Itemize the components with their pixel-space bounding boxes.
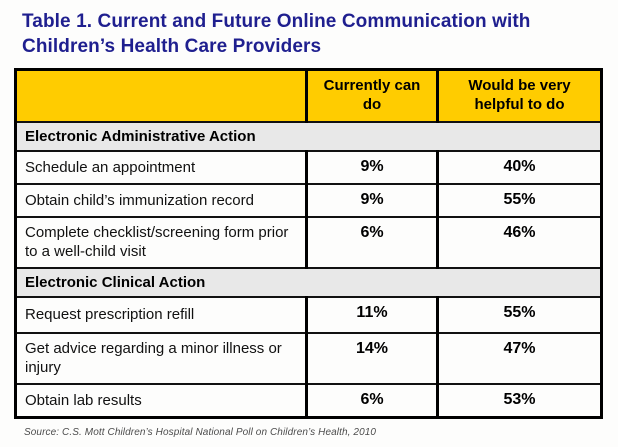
row-label: Obtain lab results <box>25 391 142 409</box>
header-row: Currently can do Would be very helpful t… <box>15 69 602 122</box>
value-currently: 6% <box>305 216 438 268</box>
row-label: Complete checklist/screening form prior … <box>25 223 289 261</box>
value-currently: 9% <box>305 150 438 184</box>
section-header-label: Electronic Administrative Action <box>15 121 602 151</box>
table-row: Schedule an appointment 9% 40% <box>15 150 602 184</box>
data-table: Currently can do Would be very helpful t… <box>14 68 603 420</box>
section-row-clinical: Electronic Clinical Action <box>15 267 602 297</box>
source-note: Source: C.S. Mott Children’s Hospital Na… <box>24 427 377 439</box>
empty-corner-cell <box>15 69 307 122</box>
row-label: Get advice regarding a minor illness or … <box>25 339 282 377</box>
table-row: Complete checklist/screening form prior … <box>15 216 602 268</box>
value-currently: 6% <box>305 383 438 418</box>
row-label: Schedule an appointment <box>25 158 196 176</box>
column-header-would-be-very-helpful: Would be very helpful to do <box>436 69 602 122</box>
table-row: Obtain child’s immunization record 9% 55… <box>15 183 602 217</box>
value-currently: 9% <box>305 183 438 217</box>
table-row: Request prescription refill 11% 55% <box>15 296 602 333</box>
row-label: Obtain child’s immunization record <box>25 191 254 209</box>
value-helpful: 55% <box>436 183 602 217</box>
table-row: Obtain lab results 6% 53% <box>15 383 602 418</box>
value-helpful: 47% <box>436 332 602 384</box>
section-row-administrative: Electronic Administrative Action <box>15 121 602 151</box>
table-row: Get advice regarding a minor illness or … <box>15 332 602 384</box>
value-currently: 11% <box>305 296 438 333</box>
value-helpful: 53% <box>436 383 602 418</box>
value-helpful: 55% <box>436 296 602 333</box>
section-header-label: Electronic Clinical Action <box>15 267 602 297</box>
value-helpful: 46% <box>436 216 602 268</box>
row-label: Request prescription refill <box>25 306 195 324</box>
value-currently: 14% <box>305 332 438 384</box>
column-header-currently-can-do: Currently can do <box>305 69 438 122</box>
value-helpful: 40% <box>436 150 602 184</box>
figure-title: Table 1. Current and Future Online Commu… <box>22 11 531 57</box>
